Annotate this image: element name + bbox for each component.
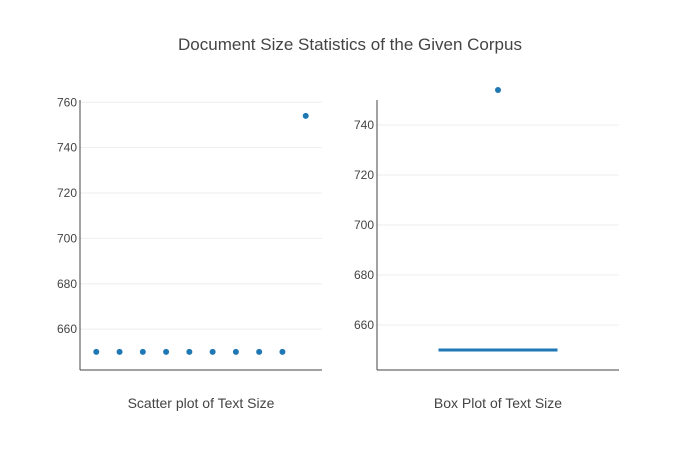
- scatter-point: [139, 348, 146, 355]
- scatter-point: [279, 348, 286, 355]
- y-tick-label: 680: [57, 277, 77, 291]
- scatter-point: [116, 348, 123, 355]
- y-tick-label: 660: [57, 322, 77, 336]
- scatter-point: [93, 348, 100, 355]
- y-tick-label: 700: [354, 218, 374, 232]
- y-tick-label: 720: [354, 168, 374, 182]
- scatter-point: [256, 348, 263, 355]
- scatter-point: [232, 348, 239, 355]
- y-tick-label: 740: [354, 118, 374, 132]
- y-tick-label: 760: [57, 95, 77, 109]
- y-tick-label: 680: [354, 268, 374, 282]
- y-tick-label: 720: [57, 186, 77, 200]
- scatter-panel: 660 680 700 720 740 760 Scatter plot of Text S…: [57, 95, 322, 411]
- y-tick-label: 660: [354, 318, 374, 332]
- box-plot-panel: 660 680 700 720 740 Box Plot of Text Size: [354, 87, 619, 411]
- box-outlier-point: [495, 87, 501, 93]
- x-axis-label: Scatter plot of Text Size: [128, 395, 275, 411]
- chart-title: Document Size Statistics of the Given Co…: [178, 35, 522, 54]
- scatter-point: [302, 112, 309, 119]
- y-tick-label: 740: [57, 141, 77, 155]
- scatter-point: [163, 348, 170, 355]
- scatter-point: [209, 348, 216, 355]
- y-tick-label: 700: [57, 231, 77, 245]
- scatter-point: [186, 348, 193, 355]
- x-axis-label: Box Plot of Text Size: [434, 395, 562, 411]
